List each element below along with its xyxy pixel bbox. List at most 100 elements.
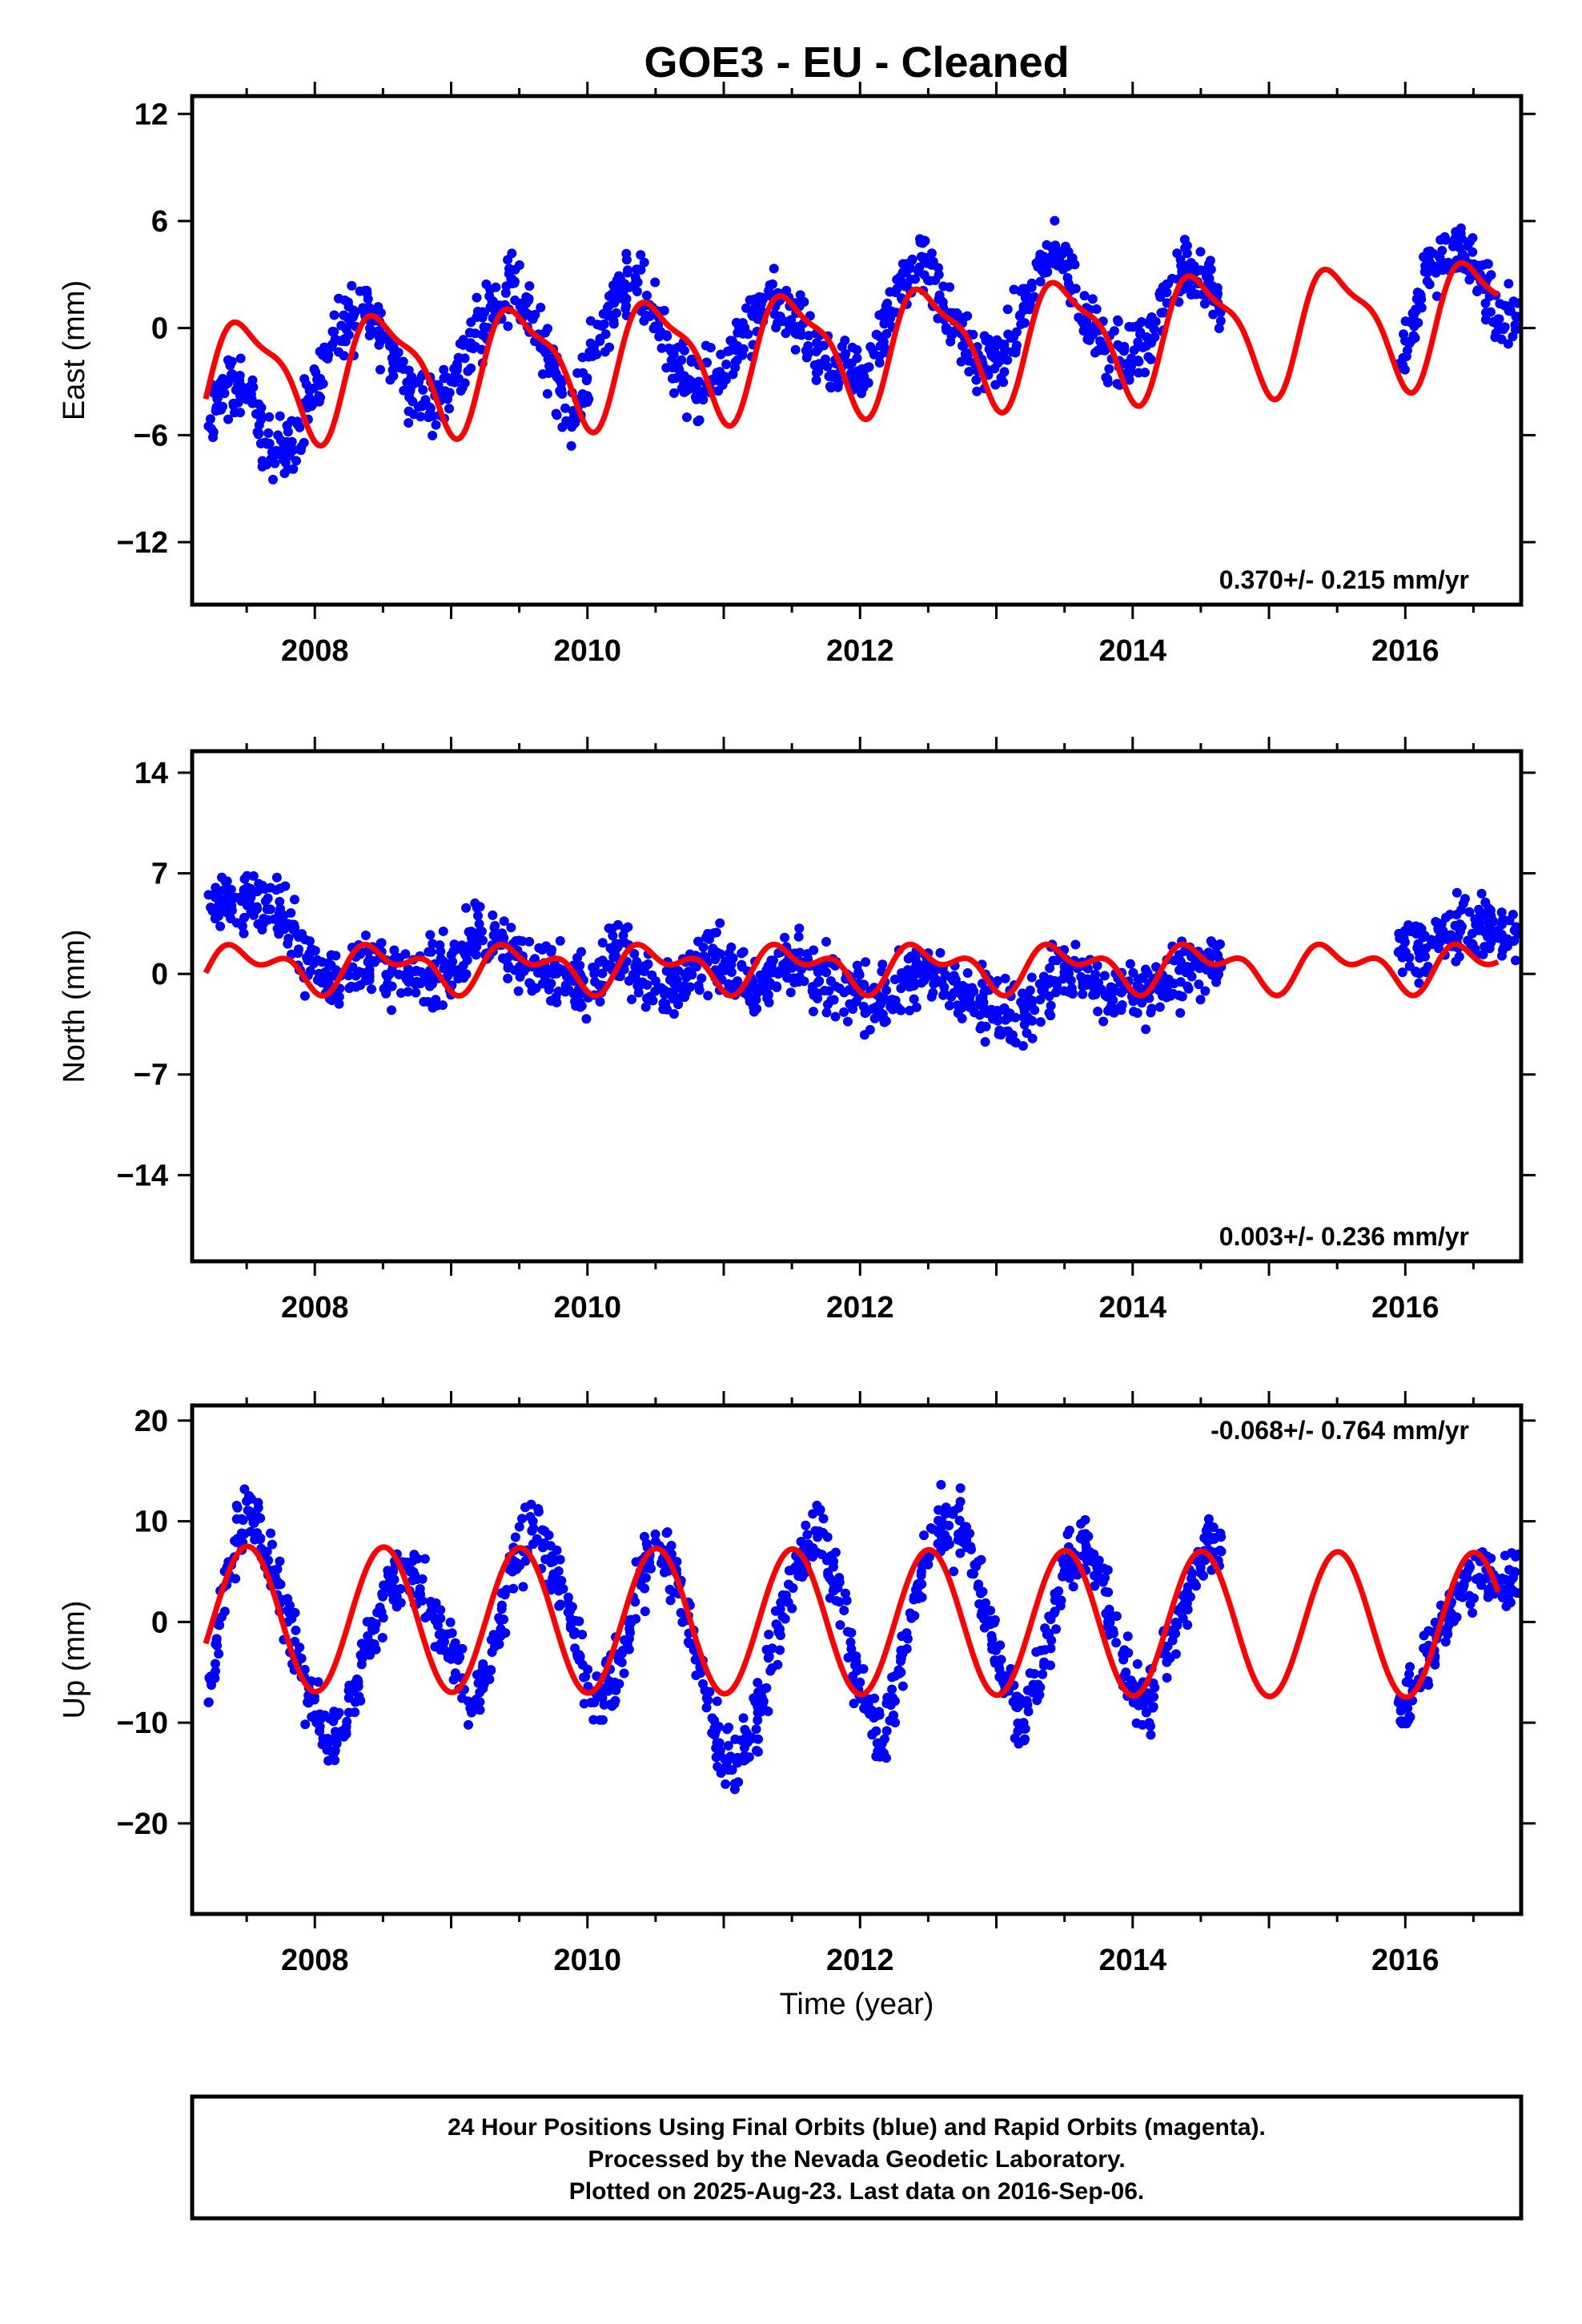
up-xtick-label: 2016: [1371, 1944, 1439, 1977]
up-data-point: [919, 1530, 930, 1541]
up-data-point: [987, 1644, 998, 1655]
north-data-point: [817, 965, 828, 975]
east-data-point: [472, 307, 483, 317]
east-data-point: [1091, 304, 1102, 314]
east-data-point: [683, 384, 693, 394]
up-data-point: [390, 1590, 400, 1601]
east-data-point: [858, 382, 869, 392]
up-data-point: [597, 1715, 608, 1725]
east-data-point: [981, 336, 991, 346]
up-data-point: [707, 1713, 717, 1723]
up-data-point: [583, 1681, 593, 1691]
up-data-point: [780, 1614, 790, 1624]
north-data-point: [715, 965, 725, 975]
up-data-point: [1216, 1546, 1227, 1557]
north-data-point: [1134, 983, 1145, 993]
east-data-point: [1422, 276, 1432, 287]
up-data-point: [570, 1643, 580, 1654]
east-data-point: [910, 274, 921, 284]
east-data-point: [223, 355, 233, 365]
east-data-point: [1135, 327, 1146, 337]
north-data-point: [474, 919, 484, 929]
up-data-point: [1216, 1532, 1227, 1542]
east-data-point: [264, 412, 275, 422]
up-data-point: [396, 1584, 406, 1594]
north-data-point: [1035, 1017, 1046, 1027]
up-data-point: [1060, 1565, 1070, 1575]
up-data-point: [881, 1726, 892, 1736]
east-data-point: [928, 256, 938, 267]
up-data-point: [472, 1670, 482, 1680]
east-data-point: [1419, 251, 1429, 262]
east-data-point: [636, 250, 646, 260]
east-data-point: [304, 393, 315, 404]
east-data-point: [425, 403, 436, 413]
up-data-point: [659, 1567, 669, 1578]
up-data-point: [1185, 1592, 1195, 1602]
up-data-point: [528, 1516, 538, 1526]
east-data-point: [879, 342, 889, 352]
up-data-point: [1405, 1711, 1415, 1722]
east-data-point: [1399, 364, 1410, 375]
north-data-point: [1414, 968, 1424, 979]
north-data-point: [1478, 949, 1488, 959]
east-data-point: [919, 270, 930, 280]
north-data-point: [608, 931, 618, 941]
east-data-point: [992, 335, 1002, 345]
up-data-point: [214, 1649, 224, 1659]
up-data-point: [631, 1614, 641, 1624]
east-data-point: [283, 427, 293, 437]
east-data-point: [375, 364, 385, 375]
east-data-point: [811, 375, 821, 385]
up-data-point: [493, 1632, 504, 1642]
north-data-point: [1464, 907, 1475, 917]
up-data-point: [1443, 1620, 1454, 1630]
north-data-point: [640, 1002, 651, 1012]
east-data-point: [1182, 240, 1192, 251]
east-data-point: [641, 290, 652, 300]
up-data-point: [255, 1513, 266, 1523]
north-data-point: [265, 883, 275, 893]
north-data-point: [1004, 1012, 1014, 1023]
north-data-point: [426, 947, 436, 957]
east-data-point: [416, 412, 426, 422]
east-data-point: [900, 281, 910, 292]
up-data-point: [640, 1606, 650, 1617]
north-data-point: [500, 955, 511, 965]
east-ytick-label: 0: [151, 312, 168, 346]
north-data-point: [458, 946, 468, 956]
north-data-point: [458, 960, 468, 971]
north-data-point: [1142, 968, 1153, 979]
north-data-point: [669, 1009, 679, 1019]
up-data-point: [650, 1529, 661, 1539]
east-data-point: [1050, 215, 1060, 226]
up-data-point: [640, 1583, 650, 1594]
up-data-point: [1440, 1637, 1451, 1647]
north-data-point: [386, 1005, 396, 1015]
east-data-point: [656, 328, 666, 338]
up-data-point: [540, 1526, 550, 1536]
north-data-point: [703, 991, 713, 1001]
east-data-point: [1440, 258, 1451, 268]
north-data-point: [461, 903, 472, 913]
east-data-point: [1404, 339, 1415, 349]
east-data-point: [472, 292, 482, 303]
east-data-point: [1457, 251, 1468, 262]
east-data-point: [1126, 353, 1137, 364]
north-data-point: [660, 990, 670, 1000]
north-data-point: [715, 918, 725, 928]
east-data-point: [769, 263, 779, 274]
up-data-point: [353, 1677, 363, 1687]
north-data-point: [842, 1016, 853, 1027]
up-data-point: [877, 1739, 887, 1749]
up-data-point: [1068, 1582, 1078, 1592]
east-data-point: [566, 440, 576, 451]
east-data-point: [523, 296, 533, 306]
east-data-point: [291, 456, 301, 466]
east-data-point: [542, 388, 552, 399]
east-data-point: [964, 367, 974, 377]
east-data-point: [1062, 272, 1073, 283]
up-data-point: [565, 1606, 576, 1616]
north-data-point: [986, 1004, 997, 1015]
east-data-point: [413, 377, 424, 388]
